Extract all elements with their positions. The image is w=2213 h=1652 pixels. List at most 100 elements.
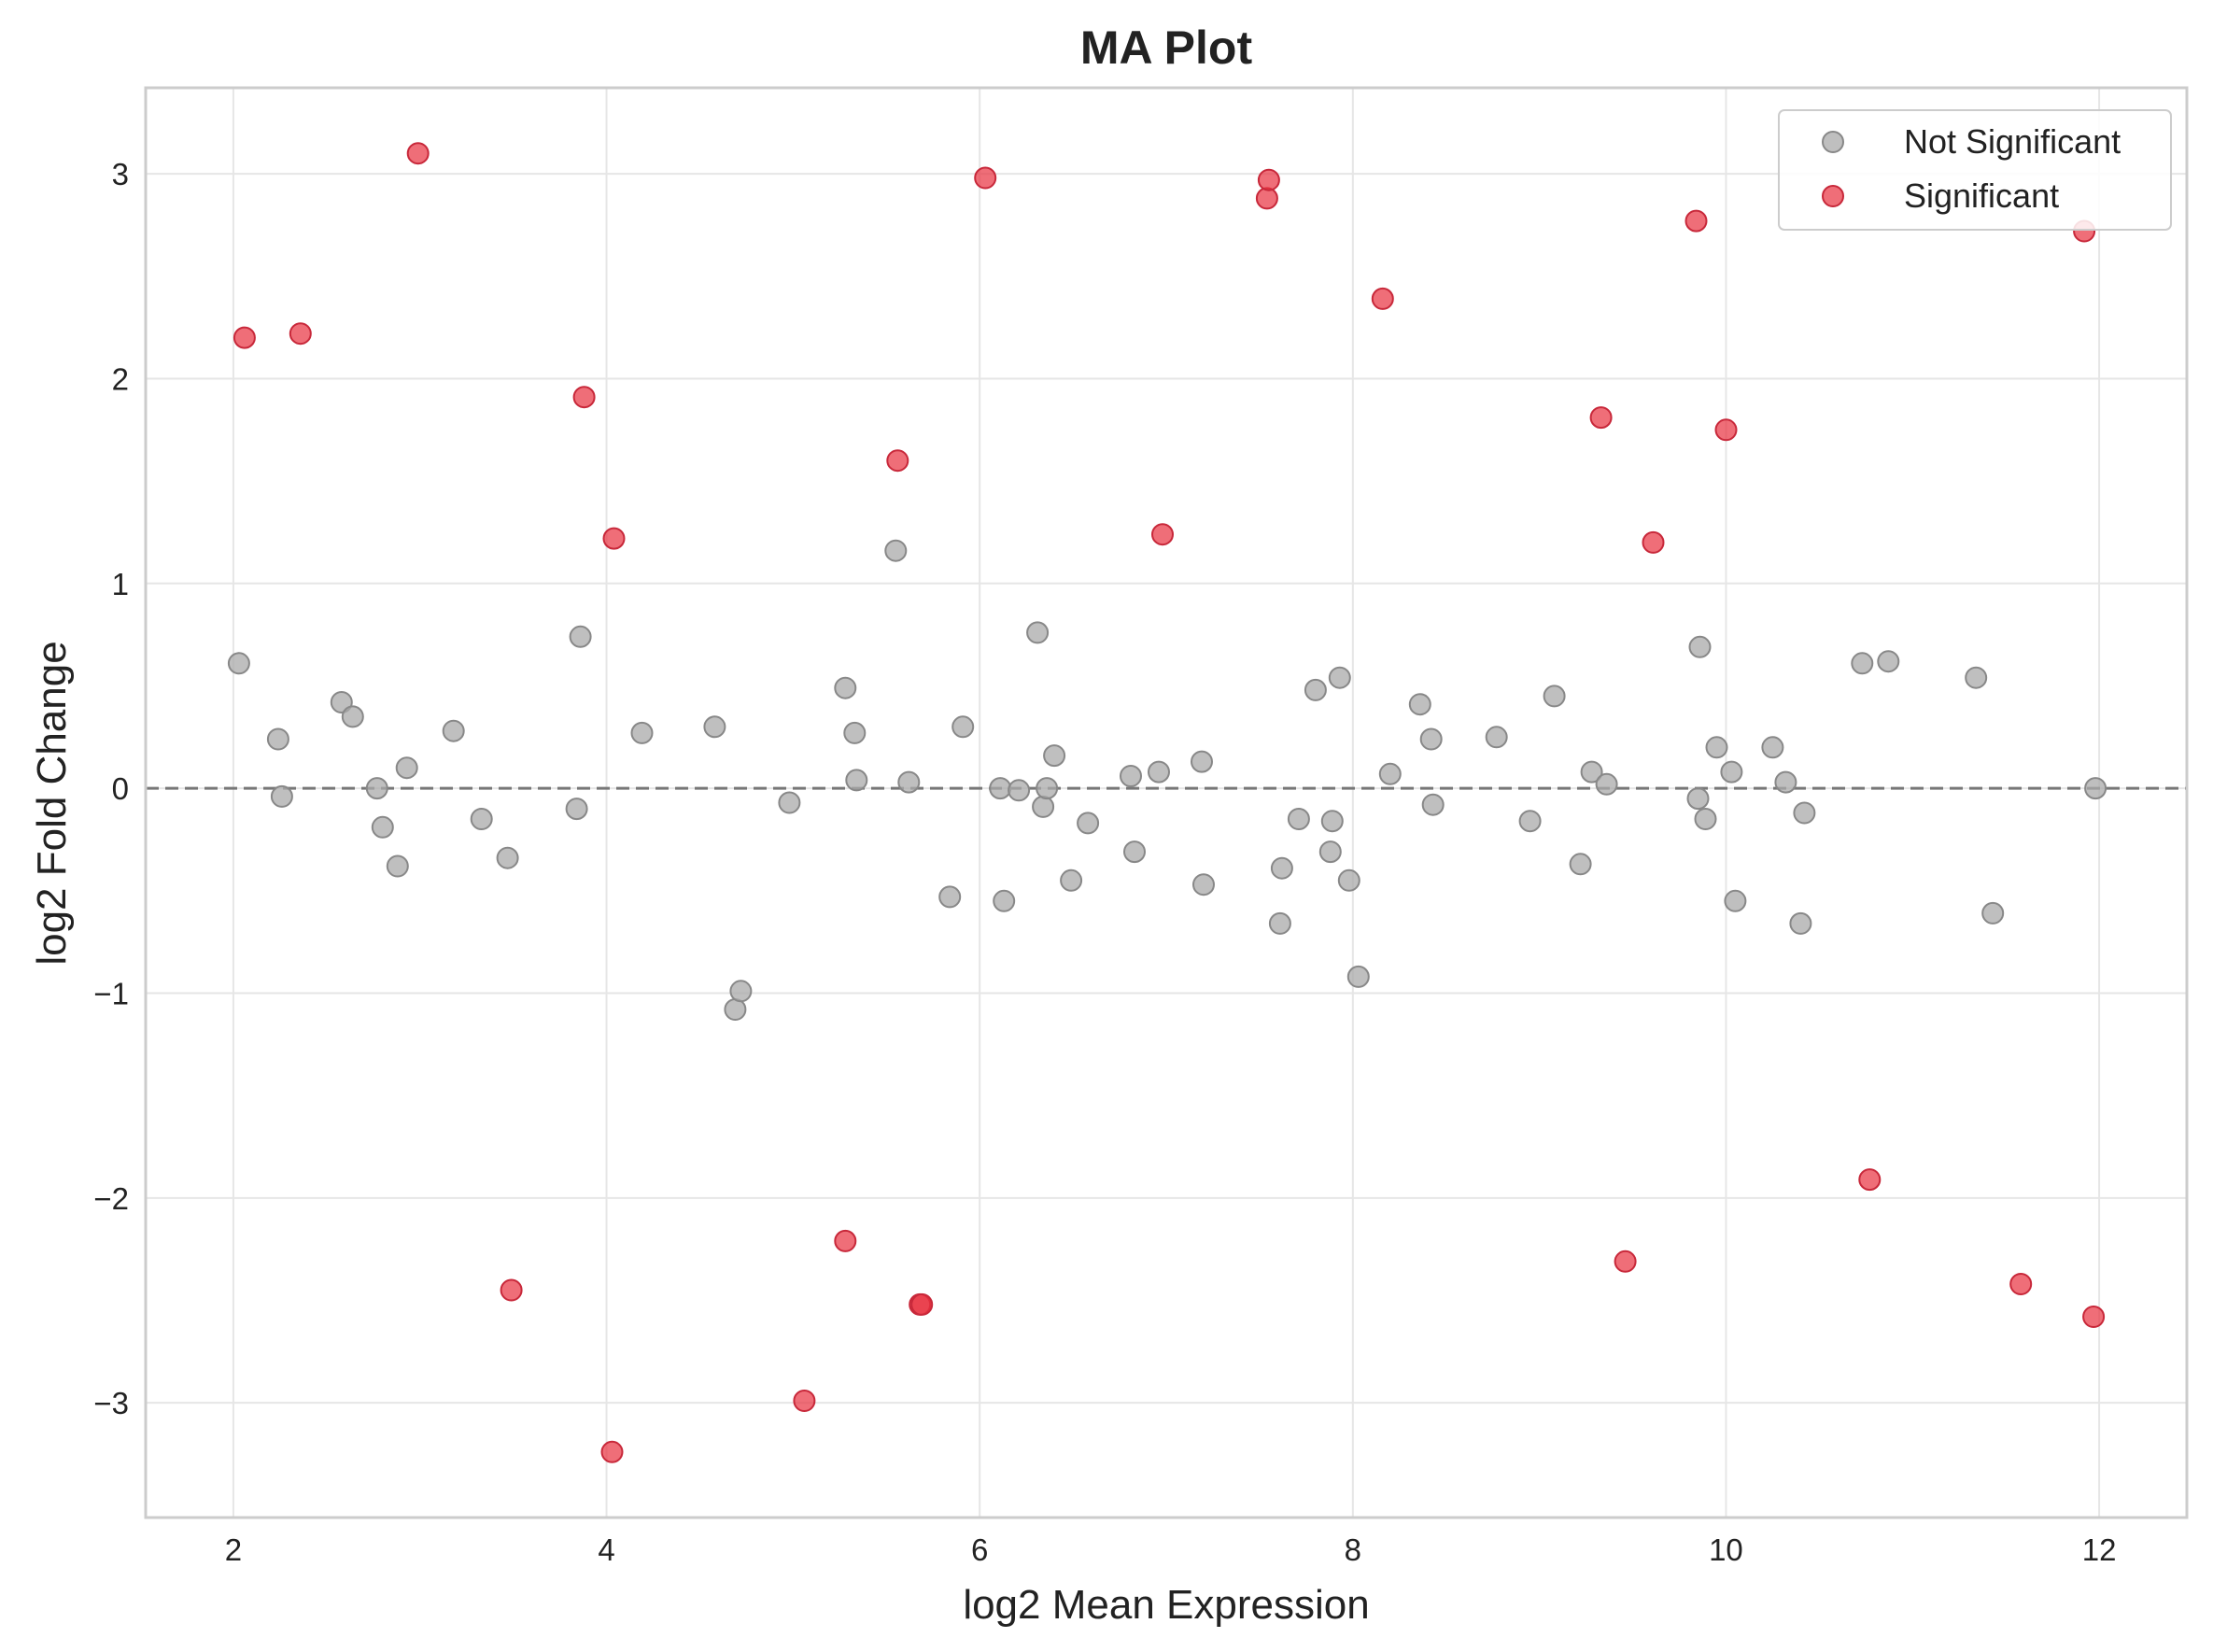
point-not-significant (565, 798, 588, 821)
point-not-significant (442, 719, 465, 742)
point-not-significant (1287, 808, 1310, 830)
point-not-significant (1337, 868, 1360, 892)
point-not-significant (778, 791, 801, 814)
x-axis-label: log2 Mean Expression (963, 1582, 1369, 1628)
legend-marker-significant (1822, 185, 1844, 207)
point-not-significant (1320, 810, 1344, 833)
y-tick-label: −3 (93, 1386, 129, 1420)
point-significant (2009, 1273, 2033, 1295)
x-tick-label: 10 (1709, 1532, 1743, 1567)
point-not-significant (1270, 856, 1293, 880)
point-significant (233, 326, 256, 349)
point-not-significant (1580, 760, 1603, 784)
point-not-significant (1318, 840, 1342, 864)
point-not-significant (1346, 965, 1370, 988)
point-not-significant (630, 721, 654, 744)
point-significant (910, 1292, 934, 1316)
point-not-significant (1688, 635, 1712, 658)
point-not-significant (1077, 812, 1100, 835)
point-not-significant (266, 727, 289, 751)
point-not-significant (843, 721, 867, 744)
point-significant (834, 1229, 857, 1252)
chart-title: MA Plot (1080, 21, 1253, 74)
point-not-significant (569, 625, 592, 648)
point-not-significant (884, 539, 908, 562)
point-not-significant (1724, 889, 1747, 912)
point-not-significant (1328, 666, 1351, 689)
point-not-significant (1485, 726, 1508, 749)
point-significant (1714, 418, 1738, 442)
x-tick-label: 12 (2082, 1532, 2117, 1567)
point-not-significant (1965, 666, 1988, 689)
point-not-significant (1032, 795, 1055, 818)
y-axis-ticks: −3 −2 −1 0 1 2 3 (93, 157, 129, 1420)
point-not-significant (227, 652, 250, 675)
point-not-significant (270, 784, 293, 808)
point-not-significant (1026, 621, 1050, 644)
point-not-significant (1789, 911, 1812, 935)
x-tick-label: 8 (1345, 1532, 1361, 1567)
point-not-significant (1877, 650, 1900, 673)
point-not-significant (1761, 736, 1784, 759)
legend-box (1778, 109, 2172, 231)
point-not-significant (1060, 868, 1083, 892)
point-not-significant (1569, 853, 1592, 876)
point-not-significant (1686, 787, 1710, 811)
point-significant (974, 166, 997, 190)
point-not-significant (1120, 765, 1142, 787)
point-not-significant (1036, 777, 1059, 800)
point-significant (572, 386, 596, 409)
point-not-significant (395, 756, 418, 780)
x-tick-label: 4 (598, 1532, 614, 1567)
y-tick-label: −2 (93, 1181, 129, 1216)
point-not-significant (1148, 760, 1170, 784)
legend-label-not-significant: Not Significant (1904, 122, 2121, 161)
point-not-significant (729, 980, 753, 1003)
point-not-significant (1378, 762, 1402, 785)
x-tick-label: 6 (971, 1532, 988, 1567)
y-tick-label: 0 (112, 771, 129, 806)
point-not-significant (1518, 810, 1542, 833)
point-significant (1257, 168, 1280, 191)
point-not-significant (1008, 779, 1031, 802)
point-not-significant (371, 815, 394, 839)
point-not-significant (1694, 808, 1717, 830)
y-tick-label: −1 (93, 976, 129, 1010)
point-not-significant (365, 777, 388, 800)
point-significant (1614, 1250, 1637, 1273)
point-not-significant (1543, 685, 1566, 708)
plot-area (146, 88, 2187, 1518)
y-tick-label: 3 (112, 157, 129, 191)
point-not-significant (1774, 770, 1797, 794)
point-significant (1858, 1168, 1882, 1192)
y-axis-label: log2 Fold Change (29, 641, 75, 965)
point-not-significant (1408, 693, 1431, 716)
point-not-significant (1043, 744, 1066, 768)
point-not-significant (1421, 793, 1445, 816)
point-not-significant (341, 705, 364, 728)
point-significant (406, 142, 430, 165)
point-significant (289, 322, 312, 346)
legend-marker-not-significant (1822, 131, 1844, 153)
point-not-significant (1720, 760, 1743, 784)
point-not-significant (1191, 750, 1213, 773)
point-not-significant (897, 770, 921, 794)
point-significant (1371, 287, 1394, 310)
point-significant (1589, 406, 1613, 430)
legend: Not Significant Significant (1778, 109, 2172, 231)
point-not-significant (845, 769, 868, 792)
data-points (227, 142, 2107, 1463)
point-not-significant (386, 854, 409, 878)
point-not-significant (1192, 873, 1215, 897)
point-significant (1255, 187, 1278, 210)
point-not-significant (1268, 911, 1291, 935)
x-tick-label: 2 (225, 1532, 242, 1567)
point-significant (2082, 1306, 2106, 1328)
point-significant (886, 449, 909, 473)
plot-frame (144, 86, 2189, 1519)
point-not-significant (1981, 901, 2005, 925)
point-not-significant (993, 889, 1016, 912)
y-tick-label: 2 (112, 361, 129, 396)
point-not-significant (2084, 777, 2107, 800)
